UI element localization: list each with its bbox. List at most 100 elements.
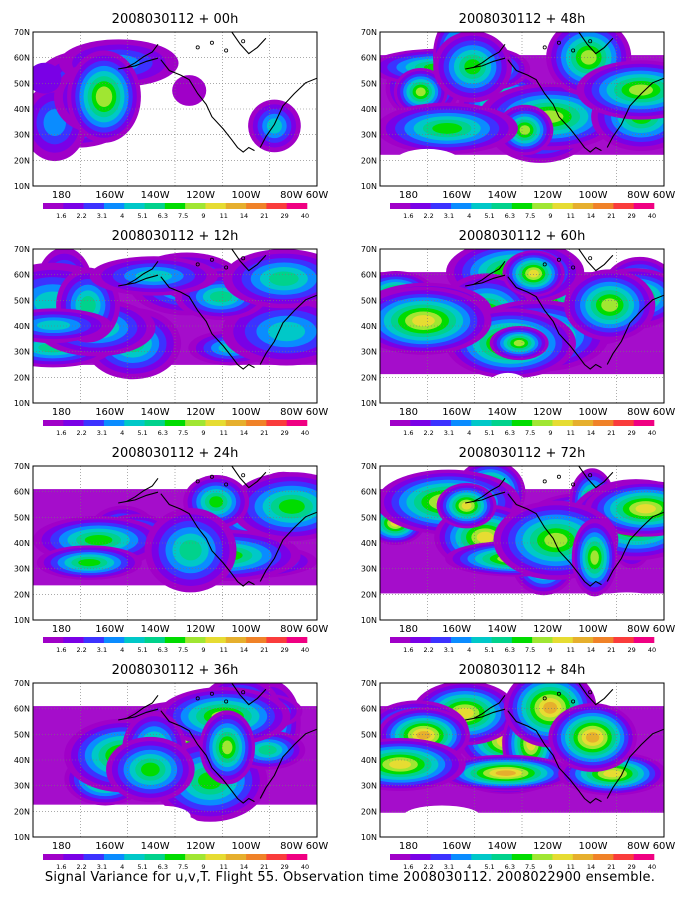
colorbar-label: 3.1 [97, 212, 107, 220]
lat-tick-label: 20N [361, 807, 377, 816]
lon-tick-label: 120W [186, 190, 215, 201]
variance-contour [432, 122, 463, 134]
colorbar-label: 5.1 [137, 429, 147, 437]
lat-tick-label: 30N [14, 565, 30, 574]
colorbar-label: 7.5 [178, 863, 188, 871]
colorbar-label: 11 [220, 212, 228, 220]
colorbar-swatch [164, 854, 186, 860]
lon-tick-label: 100W [579, 407, 608, 418]
lon-tick-label: 180 [399, 407, 418, 418]
lon-tick-label: 120W [533, 624, 562, 635]
map-panel: 2008030112 + 24h 70N 60N 50N 40N 30N 20N 10N 180… [14, 446, 329, 654]
colorbar-swatch [103, 420, 125, 426]
lat-tick-label: 70N [14, 245, 30, 254]
lon-tick-label: 140W [141, 190, 170, 201]
lat-tick-label: 40N [361, 105, 377, 114]
lat-tick-label: 40N [361, 756, 377, 765]
colorbar-label: 14 [587, 646, 595, 654]
colorbar-swatch [144, 637, 166, 643]
lon-tick-label: 60W [653, 841, 676, 852]
colorbar-swatch [83, 420, 105, 426]
lon-tick-label: 140W [141, 407, 170, 418]
lon-tick-label: 160W [95, 841, 124, 852]
colorbar-swatch [552, 637, 574, 643]
lat-tick-label: 30N [361, 565, 377, 574]
lon-tick-label: 80W [280, 624, 303, 635]
colorbar-label: 1.6 [403, 646, 413, 654]
colorbar-label: 9 [201, 863, 205, 871]
colorbar-label: 6.3 [505, 429, 515, 437]
colorbar-swatch [633, 420, 655, 426]
lon-tick-label: 180 [399, 841, 418, 852]
map-frame [379, 682, 665, 838]
figure-caption: Signal Variance for u,v,T. Flight 55. Ob… [44, 870, 656, 885]
colorbar-label: 5.1 [137, 212, 147, 220]
lon-tick-label: 80W [627, 841, 650, 852]
colorbar-label: 5.1 [484, 646, 494, 654]
variance-contour [222, 740, 233, 755]
map-frame [379, 31, 665, 187]
map-panel: 2008030112 + 48h 70N 60N 50N 40N 30N 20N 10N 180… [361, 12, 676, 220]
colorbar-swatch [593, 637, 614, 643]
map-frame [32, 682, 318, 838]
variance-contour [544, 532, 568, 548]
colorbar-swatch [410, 420, 431, 426]
colorbar-swatch [613, 203, 634, 209]
colorbar-label: 21 [607, 212, 615, 220]
colorbar-label: 2.2 [423, 212, 433, 220]
variance-contour [543, 701, 558, 714]
colorbar-swatch [144, 203, 166, 209]
colorbar-swatch [471, 203, 492, 209]
colorbar-swatch [532, 854, 553, 860]
colorbar-swatch [430, 203, 452, 209]
colorbar-swatch [164, 637, 186, 643]
colorbar-swatch [430, 637, 452, 643]
colorbar-label: 29 [628, 863, 636, 871]
lat-tick-label: 70N [361, 245, 377, 254]
colorbar-swatch [63, 420, 84, 426]
colorbar-swatch [205, 420, 227, 426]
lon-tick-label: 180 [399, 624, 418, 635]
colorbar-label: 9 [201, 212, 205, 220]
colorbar-label: 6.3 [158, 863, 168, 871]
map-panel: 2008030112 + 00h 70N 60N 50N 40N 30N 20N 10N 180… [14, 12, 329, 220]
lat-tick-label: 30N [361, 348, 377, 357]
colorbar-swatch [410, 203, 431, 209]
panel-title: 2008030112 + 48h [459, 12, 586, 27]
colorbar-label: 4 [467, 212, 471, 220]
lat-tick-label: 10N [14, 182, 30, 191]
lon-tick-label: 160W [442, 190, 471, 201]
map-frame [32, 465, 318, 621]
colorbar-label: 2.2 [423, 429, 433, 437]
colorbar-label: 9 [548, 863, 552, 871]
lat-tick-label: 40N [14, 105, 30, 114]
colorbar-label: 7.5 [178, 429, 188, 437]
colorbar-label: 3.1 [444, 212, 454, 220]
lon-tick-label: 160W [95, 407, 124, 418]
colorbar-swatch [450, 203, 472, 209]
panel-title: 2008030112 + 60h [459, 229, 586, 244]
colorbar-swatch [572, 637, 594, 643]
variance-contour [78, 558, 101, 567]
colorbar-label: 7.5 [525, 863, 535, 871]
lon-tick-label: 100W [232, 190, 261, 201]
lon-tick-label: 60W [306, 407, 329, 418]
colorbar-swatch [532, 637, 553, 643]
colorbar-label: 29 [281, 863, 289, 871]
lat-tick-label: 30N [14, 782, 30, 791]
lat-tick-label: 20N [361, 156, 377, 165]
map-frame [379, 465, 665, 621]
colorbar-swatch [471, 637, 492, 643]
colorbar-swatch [613, 420, 634, 426]
panel-title: 2008030112 + 84h [459, 663, 586, 678]
lat-tick-label: 50N [361, 513, 377, 522]
variance-contour [519, 125, 531, 135]
colorbar-label: 1.6 [56, 646, 66, 654]
lon-tick-label: 160W [442, 407, 471, 418]
colorbar-swatch [246, 637, 267, 643]
colorbar-label: 4 [467, 429, 471, 437]
colorbar-swatch [593, 420, 614, 426]
colorbar-label: 5.1 [484, 429, 494, 437]
colorbar-swatch [286, 854, 308, 860]
colorbar-swatch [532, 203, 553, 209]
